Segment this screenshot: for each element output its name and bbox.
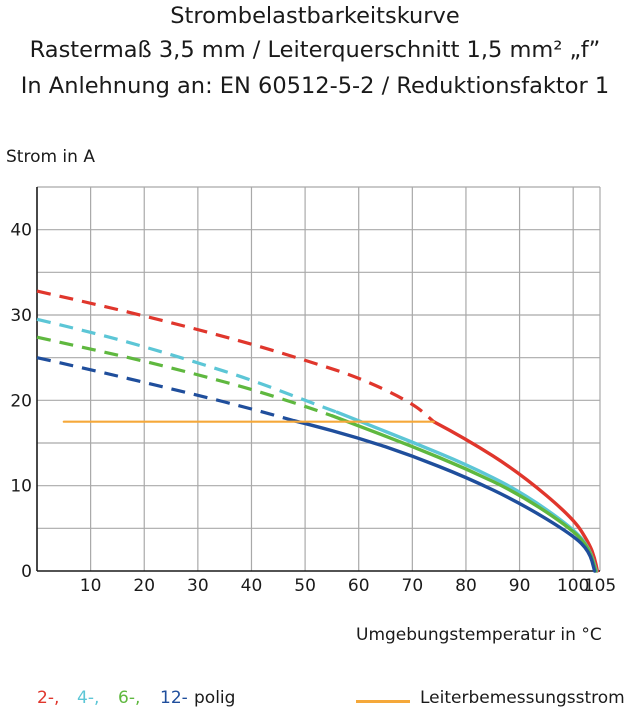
legend-reference-label: Leiterbemessungsstrom	[420, 688, 625, 708]
legend-reference-swatch	[356, 700, 410, 703]
x-tick-label: 100	[557, 576, 589, 596]
x-tick-label: 80	[455, 576, 477, 596]
x-tick-label: 105	[584, 576, 616, 596]
y-tick-label: 40	[10, 221, 32, 241]
x-tick-label: 60	[348, 576, 370, 596]
x-tick-label: 10	[80, 576, 102, 596]
y-tick-label: 30	[10, 306, 32, 326]
chart-title-line-2: Rastermaß 3,5 mm / Leiterquerschnitt 1,5…	[29, 37, 601, 63]
series-group	[36, 289, 599, 573]
x-tick-label: 70	[402, 576, 424, 596]
legend-2-pole: 2-,	[37, 688, 60, 708]
y-axis-label: Strom in A	[6, 147, 95, 167]
x-axis-label: Umgebungstemperatur in °C	[356, 625, 602, 645]
chart-title-line-3: In Anlehnung an: EN 60512-5-2 / Reduktio…	[20, 73, 610, 99]
legend-pole-suffix: polig	[194, 688, 236, 708]
y-tick-label: 0	[21, 562, 32, 582]
chart-title-line-1: Strombelastbarkeitskurve	[170, 3, 460, 29]
y-tick-label: 10	[10, 477, 32, 497]
series-12-polig-solid	[292, 419, 597, 573]
series-4-polig-solid	[335, 410, 598, 573]
x-tick-label: 50	[294, 576, 316, 596]
series-6-polig-solid	[330, 414, 598, 573]
legend-4-pole: 4-,	[77, 688, 100, 708]
x-tick-label: 90	[509, 576, 531, 596]
legend: 2-, 4-, 6-, 12- polig Leiterbemessungsst…	[0, 688, 630, 718]
series-12-polig-dashed	[36, 356, 295, 423]
series-6-polig-dashed	[36, 335, 333, 418]
grid	[37, 186, 601, 571]
legend-12-pole: 12-	[160, 688, 188, 708]
axes	[36, 187, 600, 572]
y-tick-label: 20	[10, 391, 32, 411]
x-tick-label: 20	[133, 576, 155, 596]
series-4-polig-dashed	[36, 317, 338, 414]
series-2-polig-solid	[432, 420, 599, 573]
x-tick-label: 30	[187, 576, 209, 596]
legend-6-pole: 6-,	[118, 688, 141, 708]
series-2-polig-dashed	[36, 289, 435, 423]
x-tick-label: 40	[241, 576, 263, 596]
